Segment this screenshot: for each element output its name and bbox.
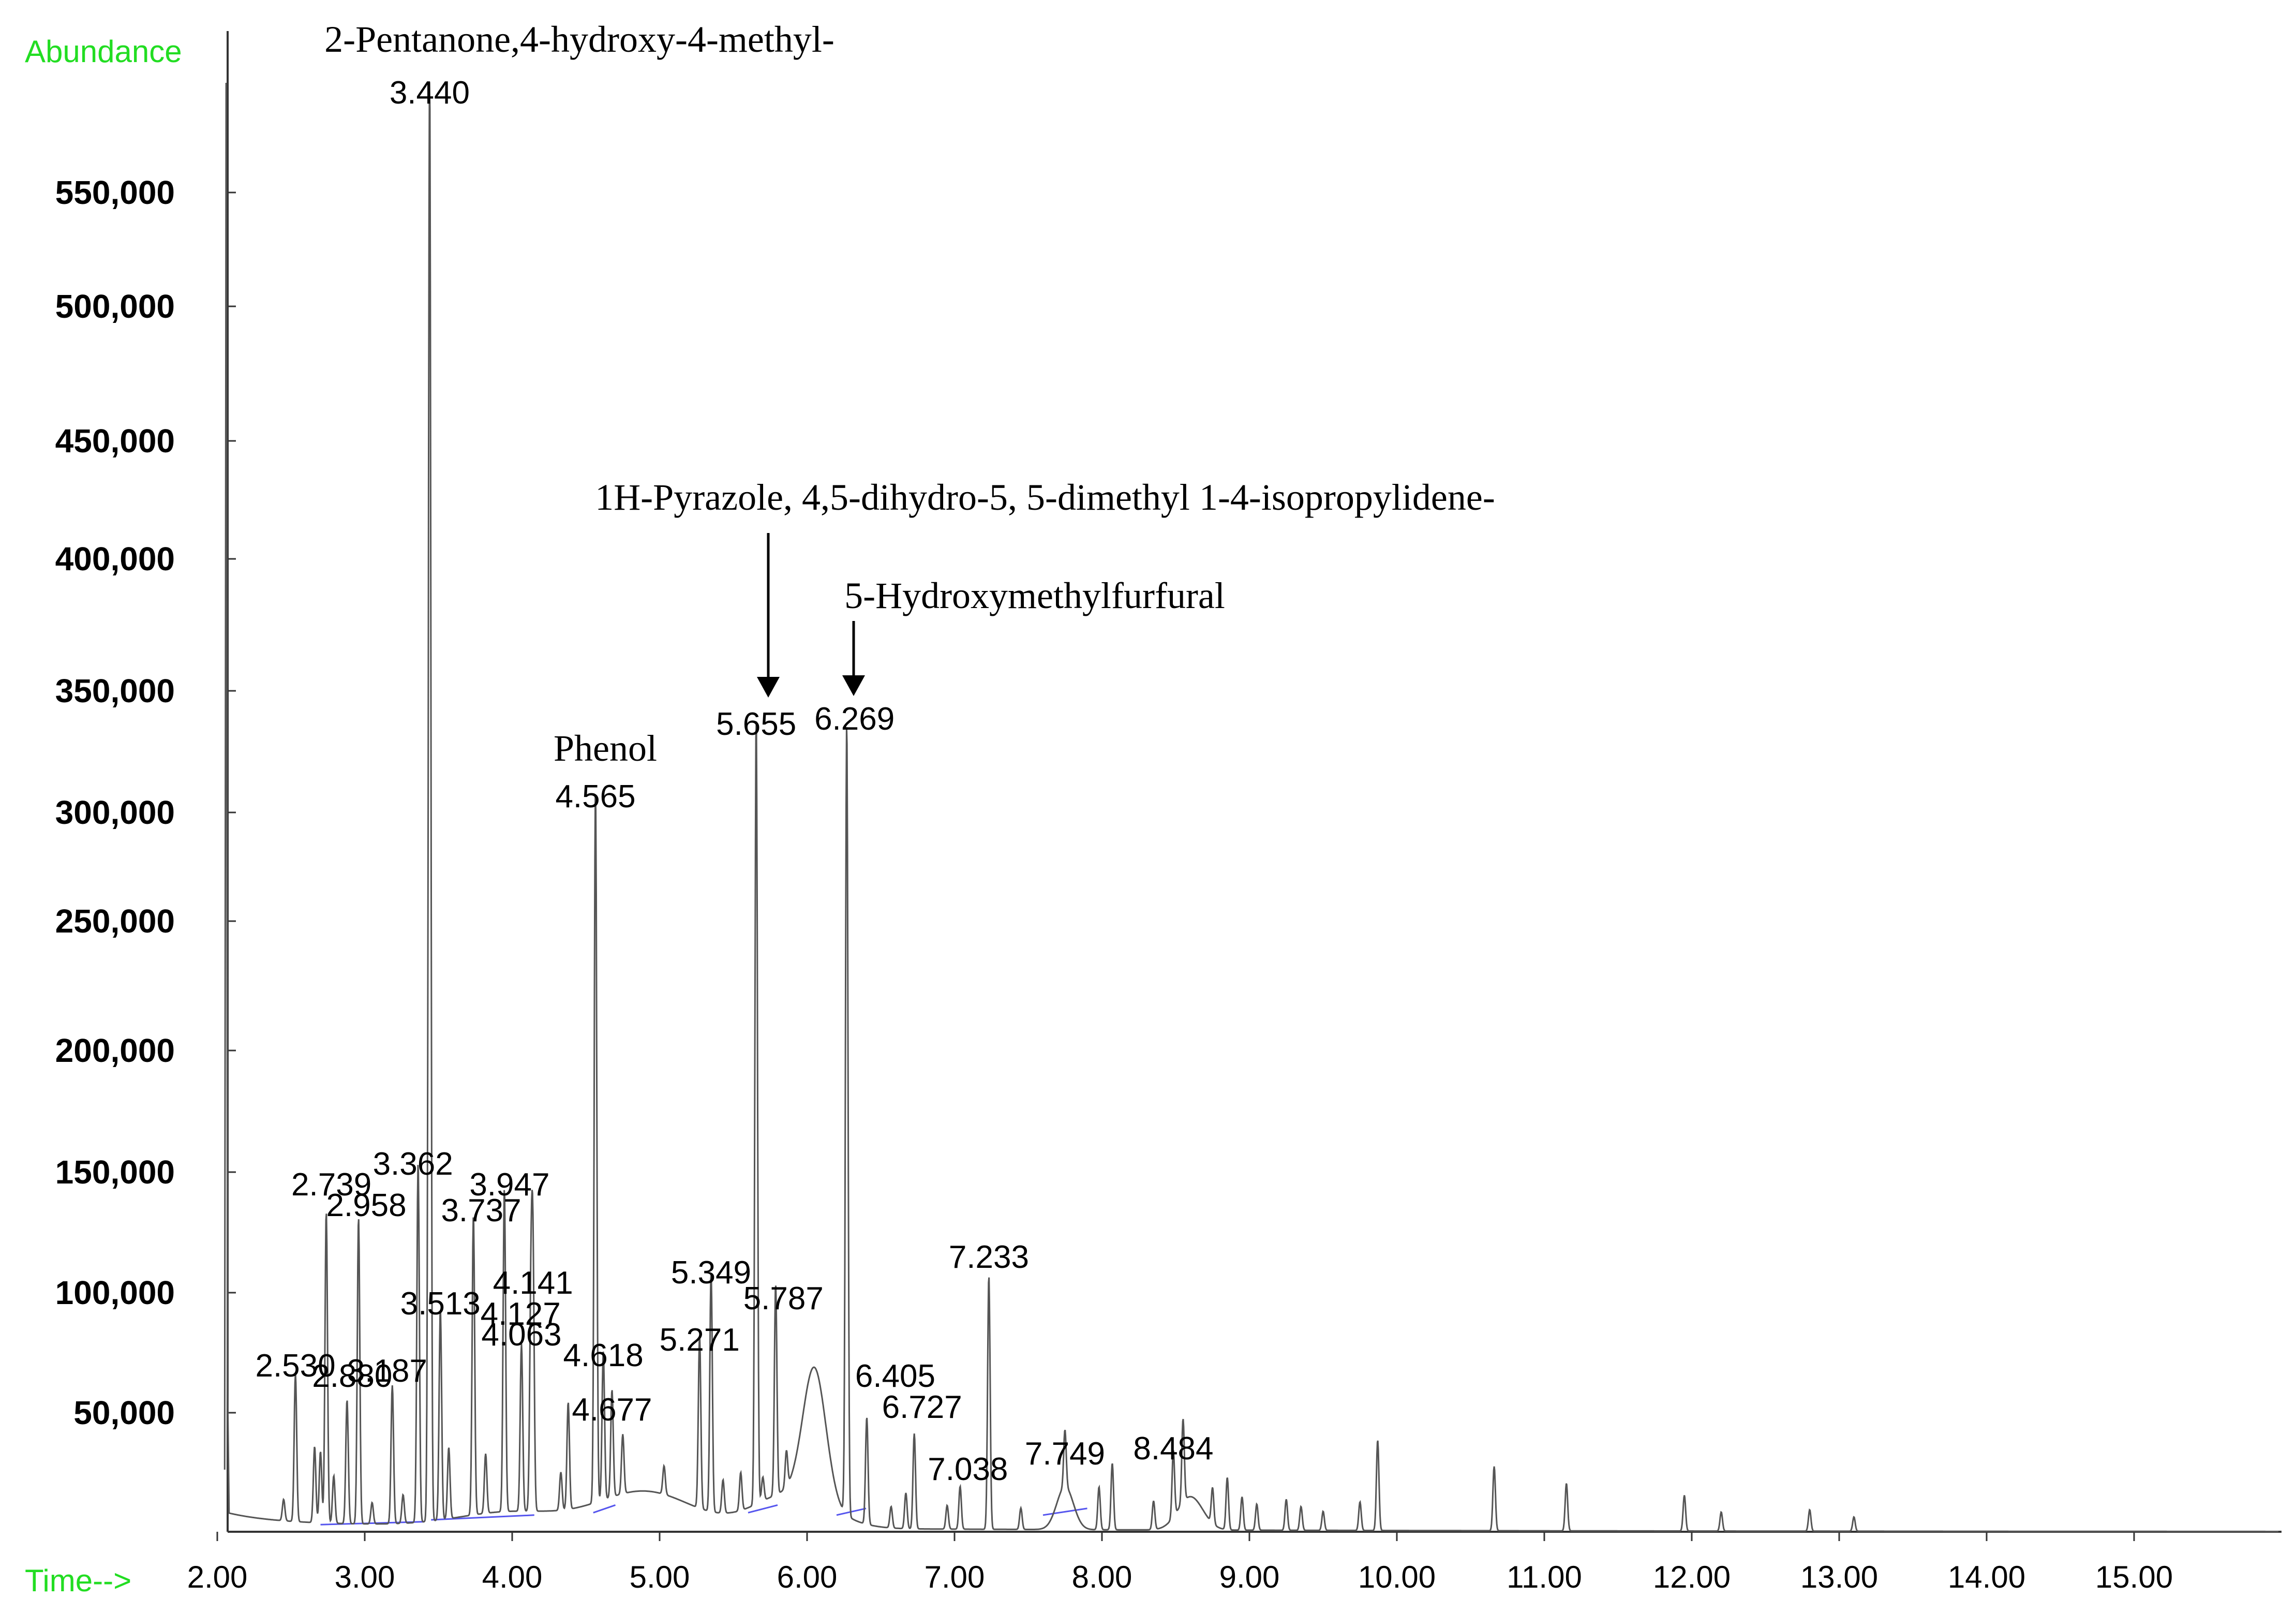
x-tick-label: 11.00 <box>1507 1560 1582 1594</box>
x-tick-label: 5.00 <box>630 1560 690 1594</box>
x-axis-title: Time--> <box>25 1563 131 1598</box>
y-tick-label: 350,000 <box>55 672 175 709</box>
peak-label: 6.727 <box>882 1389 962 1425</box>
peak-label: 3.737 <box>441 1193 521 1229</box>
peak-label: 5.787 <box>743 1281 824 1316</box>
x-tick-label: 6.00 <box>777 1560 838 1594</box>
peak-label: 2.739 <box>291 1167 371 1203</box>
y-ticks: 50,000 100,000 150,000 200,000 250,000 300,00… <box>55 174 236 1431</box>
y-tick-label: 200,000 <box>55 1032 175 1069</box>
y-tick-label: 150,000 <box>55 1153 175 1191</box>
peak-label: 3.187 <box>347 1353 427 1389</box>
peak-label: 3.362 <box>373 1146 453 1182</box>
peak-label: 4.127 <box>481 1296 561 1332</box>
peak-label: 8.484 <box>1133 1431 1213 1467</box>
peak-label: 2.958 <box>326 1188 406 1223</box>
x-tick-label: 13.00 <box>1800 1560 1878 1594</box>
peak-label: 7.038 <box>928 1452 1008 1487</box>
annotation-arrow-head <box>842 675 865 696</box>
peak-label: 5.655 <box>716 706 796 742</box>
y-tick-label: 450,000 <box>55 422 175 460</box>
peak-label: 6.269 <box>814 701 894 737</box>
x-tick-label: 4.00 <box>482 1560 543 1594</box>
x-tick-label: 3.00 <box>335 1560 395 1594</box>
x-tick-label: 8.00 <box>1072 1560 1132 1594</box>
compound-label: 2-Pentanone,4-hydroxy-4-methyl- <box>324 19 834 60</box>
peak-label: 2.880 <box>312 1358 392 1394</box>
x-tick-label: 15.00 <box>2095 1560 2173 1594</box>
compound-label: Phenol <box>554 728 657 769</box>
peak-label: 7.749 <box>1025 1436 1105 1472</box>
peak-label: 7.233 <box>949 1239 1029 1275</box>
compound-label: 5-Hydroxymethylfurfural <box>844 575 1225 616</box>
compound-label: 1H-Pyrazole, 4,5-dihydro-5, 5-dimethyl 1… <box>595 477 1495 518</box>
y-tick-label: 300,000 <box>55 794 175 831</box>
y-tick-label: 400,000 <box>55 540 175 578</box>
peak-label: 4.063 <box>481 1317 561 1353</box>
y-tick-label: 550,000 <box>55 174 175 211</box>
x-ticks: 2.00 3.00 4.00 5.00 6.00 7.00 8.00 9.00 10.00 11.… <box>187 1532 2173 1594</box>
x-tick-label: 10.00 <box>1358 1560 1436 1594</box>
peak-label: 6.405 <box>855 1358 935 1394</box>
y-axis-title: Abundance <box>25 34 182 69</box>
y-tick-label: 250,000 <box>55 902 175 940</box>
x-tick-label: 9.00 <box>1219 1560 1280 1594</box>
peak-label: 3.440 <box>390 75 470 111</box>
peak-label: 2.530 <box>255 1348 335 1384</box>
peak-label: 4.141 <box>493 1265 573 1301</box>
y-tick-label: 50,000 <box>73 1394 175 1431</box>
peak-label: 5.349 <box>671 1255 751 1291</box>
y-tick-label: 100,000 <box>55 1274 175 1311</box>
peak-labels: 2.530 2.739 2.880 2.958 3.187 3.362 3.440 3.513… <box>255 75 1213 1487</box>
integration-baseline <box>320 1504 1087 1526</box>
peak-label: 4.618 <box>563 1338 644 1373</box>
peak-label: 5.271 <box>660 1322 740 1358</box>
x-tick-label: 12.00 <box>1653 1560 1731 1594</box>
annotation-arrow-head <box>757 677 780 698</box>
chromatogram-trace <box>223 82 2278 1532</box>
x-tick-label: 7.00 <box>925 1560 985 1594</box>
compound-annotations: 2-Pentanone,4-hydroxy-4-methyl- Phenol 1H-… <box>324 19 1495 769</box>
peak-label: 3.513 <box>400 1286 481 1322</box>
x-tick-label: 2.00 <box>187 1560 248 1594</box>
peak-label: 4.565 <box>555 779 635 815</box>
x-tick-label: 14.00 <box>1948 1560 2025 1594</box>
peak-label: 3.947 <box>469 1167 549 1203</box>
peak-label: 4.677 <box>572 1392 652 1428</box>
y-tick-label: 500,000 <box>55 288 175 325</box>
